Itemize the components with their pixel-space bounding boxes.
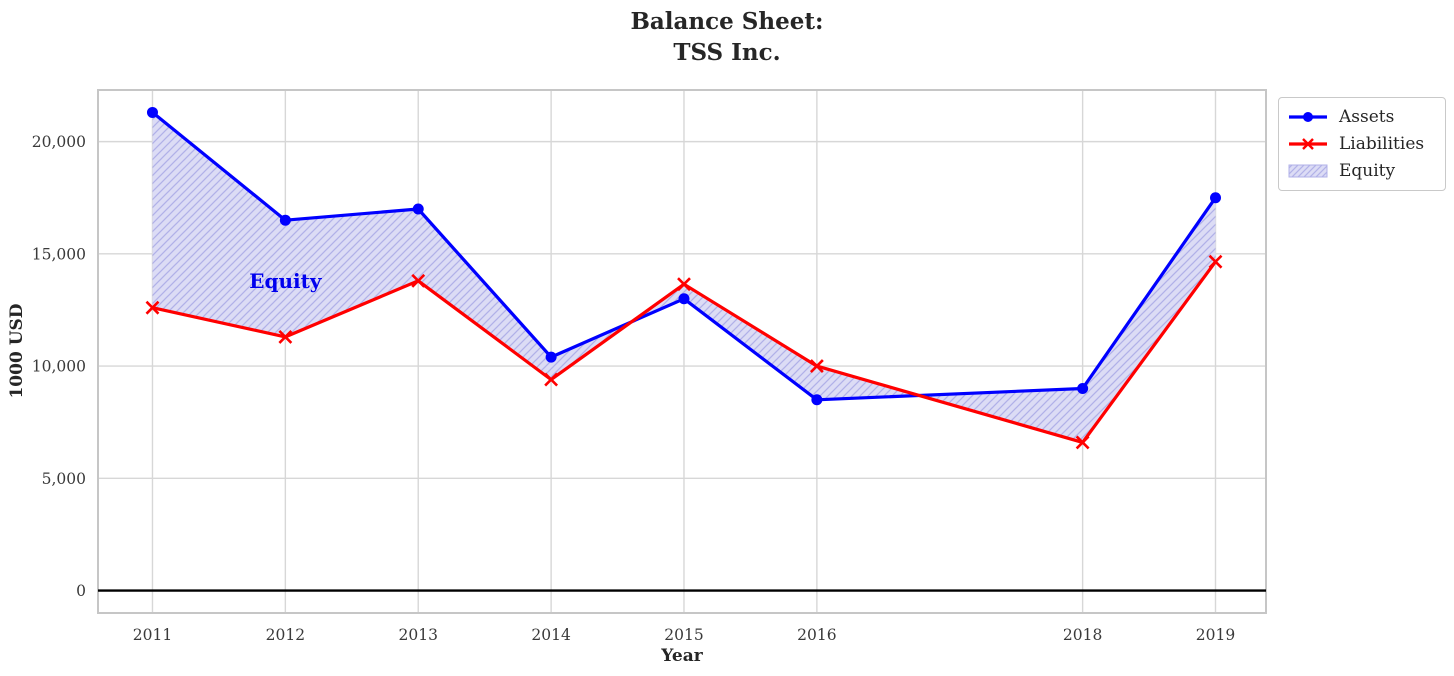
x-tick-label: 2012 [266, 626, 305, 644]
chart-title-line1: Balance Sheet: [630, 8, 824, 35]
assets-marker [678, 293, 690, 305]
legend-label-equity: Equity [1339, 161, 1396, 181]
assets-marker [279, 214, 291, 226]
liabilities-line-swatch [1289, 138, 1327, 150]
liabilities-marker [1208, 254, 1223, 269]
x-tick-label: 2015 [664, 626, 703, 644]
liabilities-line [152, 260, 1217, 444]
plot-border [97, 89, 1267, 614]
x-tick-label: 2016 [797, 626, 836, 644]
liabilities-marker [544, 372, 559, 387]
liabilities-marker [809, 359, 824, 374]
assets-marker [146, 106, 158, 118]
legend-label-assets: Assets [1339, 107, 1395, 127]
assets-marker [545, 351, 557, 363]
chart-title: Balance Sheet: TSS Inc. [0, 6, 1454, 68]
chart-title-line2: TSS Inc. [673, 39, 781, 66]
equity-patch-swatch [1288, 164, 1328, 178]
assets-marker [1210, 192, 1222, 204]
x-tick-label: 2011 [133, 626, 172, 644]
legend-item-equity: Equity [1288, 159, 1437, 183]
assets-line-swatch [1289, 112, 1327, 122]
legend-item-liabilities: Liabilities [1288, 132, 1437, 156]
legend-label-liabilities: Liabilities [1339, 134, 1425, 154]
x-tick-label: 2018 [1063, 626, 1102, 644]
assets-marker [811, 394, 823, 406]
assets-marker [412, 203, 424, 215]
y-tick-label: 20,000 [32, 133, 86, 151]
assets-marker [1077, 383, 1089, 395]
liabilities-marker [411, 273, 426, 288]
legend: Assets Liabilities Equity [1278, 97, 1446, 191]
x-axis-label: Year [661, 646, 703, 666]
x-tick-label: 2019 [1196, 626, 1235, 644]
liabilities-marker [278, 329, 293, 344]
liabilities-marker [1075, 435, 1090, 450]
y-tick-label: 5,000 [42, 470, 86, 488]
y-tick-label: 0 [76, 582, 86, 600]
assets-line [151, 111, 1217, 402]
liabilities-marker [145, 300, 160, 315]
legend-item-assets: Assets [1288, 105, 1437, 129]
x-tick-label: 2014 [531, 626, 571, 644]
y-tick-label: 10,000 [32, 358, 86, 376]
y-tick-label: 15,000 [32, 245, 86, 263]
equity-annotation: Equity [249, 268, 322, 293]
equity-fill-area [152, 112, 1216, 443]
liabilities-marker [677, 277, 691, 292]
x-tick-label: 2013 [399, 626, 438, 644]
